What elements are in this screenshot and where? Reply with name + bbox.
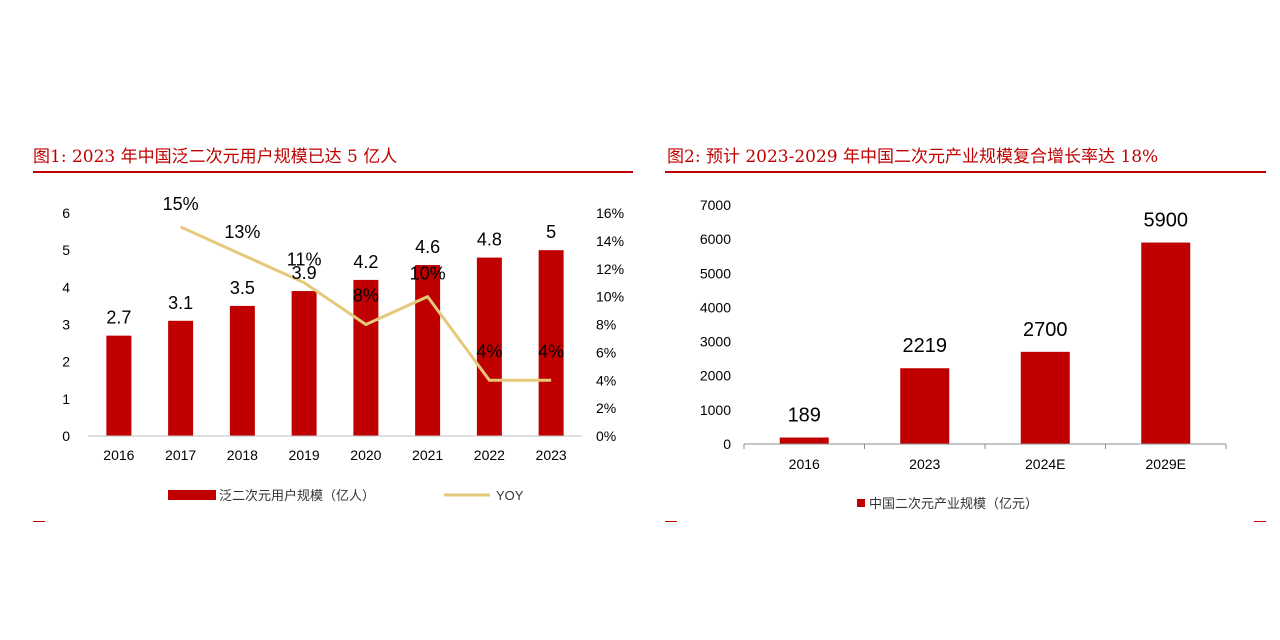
x-axis-tick-label: 2018 bbox=[227, 447, 258, 463]
y2-axis-tick-label: 0% bbox=[596, 428, 616, 444]
bar bbox=[900, 368, 950, 444]
yoy-data-label: 4% bbox=[538, 341, 564, 361]
x-axis-tick-label: 2017 bbox=[165, 447, 196, 463]
bar-data-label: 2700 bbox=[1023, 319, 1068, 341]
y2-axis-tick-label: 2% bbox=[596, 400, 616, 416]
yoy-line bbox=[180, 225, 552, 382]
legend-label-bar: 中国二次元产业规模（亿元） bbox=[869, 496, 1038, 511]
figure1-title-rule bbox=[33, 171, 633, 173]
bar-data-label: 3.1 bbox=[168, 293, 193, 313]
bar bbox=[1141, 242, 1191, 444]
yoy-data-label: 15% bbox=[163, 194, 199, 214]
bar-data-label: 2.7 bbox=[106, 308, 131, 328]
y-axis-tick-label: 6000 bbox=[700, 231, 731, 247]
bar-data-label: 4.6 bbox=[415, 237, 440, 257]
y-axis-tick-label: 1000 bbox=[700, 402, 731, 418]
x-axis-tick-label: 2023 bbox=[909, 456, 940, 472]
figure1-chart: 0 1 2 3 4 5 6 0% 2% 4% 6% 8% 10% 12% 14% 16% 2016 2017 201… bbox=[62, 194, 624, 503]
x-axis-tick-label: 2023 bbox=[536, 447, 567, 463]
figure2-footer-mark-left bbox=[665, 521, 677, 522]
bar bbox=[1020, 351, 1070, 444]
y2-axis-tick-label: 4% bbox=[596, 372, 616, 388]
bar-data-label: 3.9 bbox=[292, 263, 317, 283]
bar-data-label: 2219 bbox=[903, 335, 948, 357]
y-axis-tick-label: 3000 bbox=[700, 334, 731, 350]
bar bbox=[779, 437, 829, 444]
y-axis-tick-label: 0 bbox=[723, 436, 731, 452]
bar-data-label: 5 bbox=[546, 222, 556, 242]
y2-axis-tick-label: 8% bbox=[596, 317, 616, 333]
x-axis-tick-label: 2021 bbox=[412, 447, 443, 463]
legend-swatch-bar bbox=[857, 499, 865, 507]
figure1-title: 图1: 2023 年中国泛二次元用户规模已达 5 亿人 bbox=[33, 147, 398, 167]
y2-axis-tick-label: 14% bbox=[596, 233, 624, 249]
yoy-data-label: 10% bbox=[410, 264, 446, 284]
figure1-footer-mark bbox=[33, 521, 45, 522]
figure2-title-rule bbox=[665, 171, 1266, 173]
y-axis-tick-label: 0 bbox=[62, 428, 70, 444]
bar-data-label: 189 bbox=[788, 405, 821, 427]
figure2-title: 图2: 预计 2023-2029 年中国二次元产业规模复合增长率达 18% bbox=[667, 147, 1159, 167]
y-axis-tick-label: 5 bbox=[62, 242, 70, 258]
y2-axis-tick-label: 16% bbox=[596, 205, 624, 221]
x-axis-tick-label: 2022 bbox=[474, 447, 505, 463]
y-axis-tick-label: 6 bbox=[62, 205, 70, 221]
x-axis-tick-label: 2019 bbox=[289, 447, 320, 463]
yoy-data-label: 11% bbox=[287, 250, 322, 270]
y-axis-tick-label: 4 bbox=[62, 279, 70, 295]
x-axis-tick-label: 2029E bbox=[1146, 456, 1186, 472]
bar bbox=[476, 257, 502, 436]
y-axis-tick-label: 7000 bbox=[700, 197, 731, 213]
legend-label-yoy: YOY bbox=[496, 488, 524, 503]
bar bbox=[291, 291, 317, 436]
y-axis-tick-label: 2 bbox=[62, 354, 70, 370]
bar-data-label: 5900 bbox=[1144, 210, 1189, 232]
figure2-footer-mark-right bbox=[1254, 521, 1266, 522]
x-axis-tick-label: 2016 bbox=[789, 456, 820, 472]
y-axis-tick-label: 1 bbox=[62, 391, 70, 407]
bar-data-label: 4.2 bbox=[353, 252, 378, 272]
legend-swatch-bar bbox=[168, 490, 216, 500]
bar bbox=[168, 320, 194, 436]
y-axis-tick-label: 3 bbox=[62, 317, 70, 333]
bar bbox=[538, 250, 564, 436]
legend-label-bar: 泛二次元用户规模（亿人） bbox=[219, 488, 375, 503]
bar-data-label: 3.5 bbox=[230, 278, 255, 298]
yoy-data-label: 8% bbox=[353, 286, 379, 306]
x-axis-tick-label: 2016 bbox=[103, 447, 134, 463]
bar bbox=[353, 279, 379, 436]
x-axis-tick-label: 2024E bbox=[1025, 456, 1065, 472]
bar-data-label: 4.8 bbox=[477, 230, 502, 250]
y2-axis-tick-label: 6% bbox=[596, 344, 616, 360]
x-axis-tick-label: 2020 bbox=[350, 447, 381, 463]
yoy-data-label: 13% bbox=[224, 222, 260, 242]
y-axis-tick-label: 4000 bbox=[700, 299, 731, 315]
yoy-data-label: 4% bbox=[476, 341, 502, 361]
bar bbox=[229, 305, 255, 436]
bar bbox=[106, 335, 132, 436]
y2-axis-tick-label: 12% bbox=[596, 261, 624, 277]
y2-axis-tick-label: 10% bbox=[596, 289, 624, 305]
bar bbox=[415, 265, 441, 436]
y-axis-tick-label: 5000 bbox=[700, 265, 731, 281]
y-axis-tick-label: 2000 bbox=[700, 368, 731, 384]
